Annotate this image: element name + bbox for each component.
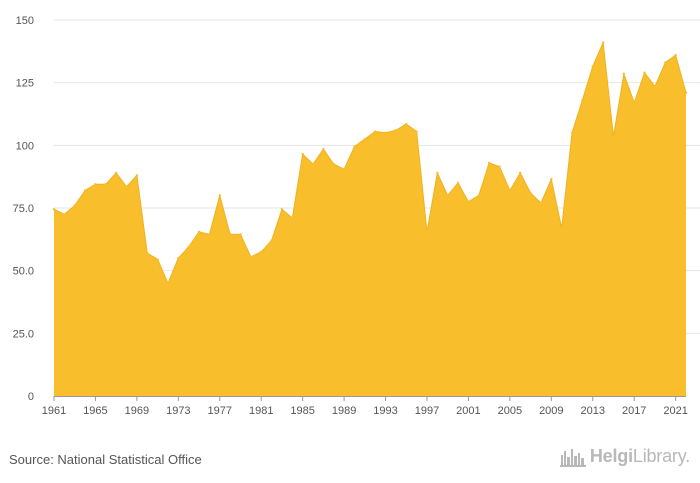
data-point bbox=[342, 167, 346, 171]
data-point bbox=[684, 91, 688, 94]
data-point bbox=[156, 258, 159, 261]
data-point bbox=[373, 130, 377, 133]
y-tick-label: 125 bbox=[16, 78, 34, 90]
data-point bbox=[239, 233, 242, 236]
factory-skyline-icon bbox=[559, 448, 586, 467]
data-point bbox=[187, 245, 190, 249]
area-chart: 0 25.0 50.0 75.0 100 125 150 1961 1965 1969 1973 19… bbox=[13, 15, 700, 417]
y-tick-label: 75.0 bbox=[13, 203, 34, 215]
data-point bbox=[353, 145, 356, 148]
x-tick-label: 1993 bbox=[373, 405, 397, 417]
y-tick-label: 25.0 bbox=[13, 328, 34, 340]
data-point bbox=[73, 204, 76, 207]
x-tick-label: 2021 bbox=[663, 405, 687, 417]
x-tick-label: 1969 bbox=[125, 405, 149, 417]
data-point bbox=[208, 233, 211, 236]
x-tick-label: 2009 bbox=[539, 405, 563, 417]
data-point bbox=[508, 189, 512, 192]
footer: Source: National Statistical Office Helg… bbox=[0, 435, 700, 483]
data-point bbox=[249, 255, 253, 259]
x-tick-label: 1977 bbox=[208, 405, 232, 417]
data-point bbox=[177, 256, 180, 260]
data-point bbox=[487, 161, 491, 165]
x-tick-label: 1981 bbox=[249, 405, 273, 417]
x-tick-label: 1973 bbox=[166, 405, 190, 417]
data-point bbox=[550, 177, 553, 181]
data-point bbox=[291, 216, 294, 220]
helgilibrary-logo[interactable]: HelgiLibrary. bbox=[559, 446, 690, 467]
data-point bbox=[539, 201, 543, 205]
data-point bbox=[228, 233, 232, 236]
data-point bbox=[322, 147, 325, 151]
x-tick-label: 2017 bbox=[622, 405, 646, 417]
data-point bbox=[280, 208, 284, 211]
y-tick-label: 50.0 bbox=[13, 266, 34, 278]
data-point bbox=[311, 162, 315, 166]
data-point bbox=[260, 250, 263, 254]
data-point bbox=[83, 189, 87, 192]
area-series-line bbox=[53, 40, 687, 285]
data-point bbox=[612, 135, 615, 138]
data-point bbox=[114, 171, 118, 175]
data-point bbox=[197, 230, 201, 234]
data-point bbox=[467, 200, 470, 203]
data-point bbox=[643, 71, 646, 74]
x-tick-label: 1985 bbox=[290, 405, 314, 417]
data-point bbox=[477, 194, 480, 197]
logo-text-dot: . bbox=[685, 446, 690, 466]
data-point bbox=[166, 282, 170, 285]
x-tick-label: 1989 bbox=[332, 405, 356, 417]
y-tick-label: 0 bbox=[28, 391, 34, 403]
data-point bbox=[591, 65, 594, 68]
x-tick-label: 2001 bbox=[456, 405, 480, 417]
data-point bbox=[664, 61, 667, 64]
data-point bbox=[570, 131, 574, 134]
x-tick-label: 1997 bbox=[415, 405, 439, 417]
source-note: Source: National Statistical Office bbox=[9, 452, 202, 467]
x-tick-label: 1965 bbox=[83, 405, 107, 417]
data-point bbox=[384, 131, 387, 134]
data-point bbox=[436, 171, 439, 175]
data-point bbox=[94, 182, 97, 186]
data-point bbox=[653, 85, 657, 88]
data-point bbox=[104, 182, 108, 186]
data-point bbox=[135, 174, 139, 177]
data-point bbox=[301, 152, 304, 156]
data-point bbox=[332, 162, 335, 166]
data-point bbox=[63, 213, 66, 216]
data-point bbox=[218, 194, 221, 197]
data-point bbox=[519, 171, 522, 175]
x-tick-label: 1961 bbox=[42, 405, 66, 417]
area-series bbox=[54, 42, 686, 397]
data-point bbox=[415, 130, 418, 133]
data-point bbox=[674, 53, 677, 57]
data-point bbox=[633, 101, 636, 104]
data-point bbox=[425, 230, 429, 234]
logo-text-bold: Helgi bbox=[589, 446, 633, 466]
logo-text: HelgiLibrary. bbox=[590, 446, 690, 467]
data-point bbox=[601, 41, 605, 44]
data-point bbox=[125, 185, 128, 188]
data-point bbox=[581, 99, 584, 102]
data-point bbox=[394, 129, 398, 132]
data-point bbox=[456, 181, 460, 185]
data-point bbox=[498, 165, 501, 168]
data-point bbox=[363, 137, 367, 141]
logo-text-regular: Library bbox=[632, 446, 686, 466]
y-tick-label: 150 bbox=[16, 15, 34, 27]
x-tick-label: 2013 bbox=[581, 405, 605, 417]
data-point bbox=[529, 191, 532, 195]
data-point bbox=[270, 239, 273, 242]
data-point bbox=[622, 72, 626, 76]
data-point bbox=[446, 194, 449, 197]
data-point bbox=[52, 208, 56, 211]
data-point bbox=[146, 251, 149, 255]
data-point bbox=[405, 122, 408, 126]
y-tick-label: 100 bbox=[16, 140, 34, 152]
x-tick-label: 2005 bbox=[498, 405, 522, 417]
data-point bbox=[560, 226, 563, 230]
